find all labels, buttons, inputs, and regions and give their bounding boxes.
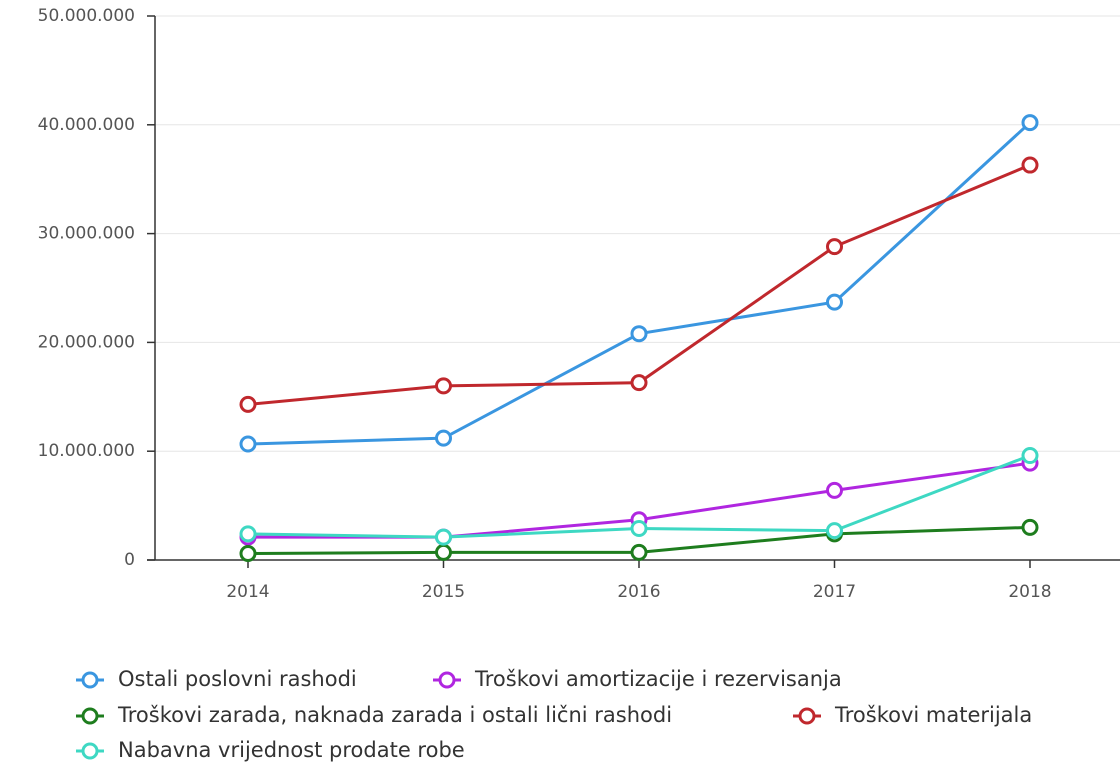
y-tick-label: 40.000.000 [38, 115, 135, 135]
point [435, 543, 452, 561]
x-tick-label: 2016 [617, 582, 660, 602]
legend-label: Troškovi materijala [834, 703, 1032, 727]
point [630, 374, 648, 392]
point [826, 238, 843, 256]
point [239, 395, 257, 413]
point [239, 544, 257, 562]
point [826, 293, 843, 311]
point [239, 435, 257, 453]
x-tick-label: 2015 [422, 582, 465, 602]
y-tick-label: 0 [124, 550, 135, 570]
legend-label: Nabavna vrijednost prodate robe [118, 738, 465, 762]
point [1021, 156, 1039, 174]
legend-marker [798, 707, 816, 725]
legend-label: Troškovi zarada, naknada zarada i ostali… [117, 703, 672, 727]
legend-marker [81, 742, 99, 760]
point [826, 522, 843, 540]
point [435, 528, 452, 546]
point [1021, 518, 1039, 536]
point [239, 525, 257, 543]
point [1021, 114, 1039, 132]
legend-label: Troškovi amortizacije i rezervisanja [474, 667, 842, 691]
y-tick-label: 30.000.000 [38, 224, 135, 244]
line [247, 121, 1032, 446]
legend-marker [81, 707, 99, 725]
point [435, 429, 452, 447]
y-tick-label: 20.000.000 [38, 332, 135, 352]
point [630, 519, 648, 537]
point [1021, 447, 1039, 465]
point [826, 481, 843, 499]
legend-marker [438, 671, 456, 689]
x-tick-label: 2014 [226, 582, 269, 602]
legend-label: Ostali poslovni rashodi [118, 667, 357, 691]
point [630, 543, 648, 561]
point [435, 377, 452, 395]
legend-marker [81, 671, 99, 689]
y-tick-label: 50.000.000 [38, 6, 135, 26]
x-tick-label: 2018 [1008, 582, 1051, 602]
point [630, 325, 648, 343]
y-tick-label: 10.000.000 [38, 441, 135, 461]
x-tick-label: 2017 [813, 582, 856, 602]
line [247, 163, 1031, 406]
